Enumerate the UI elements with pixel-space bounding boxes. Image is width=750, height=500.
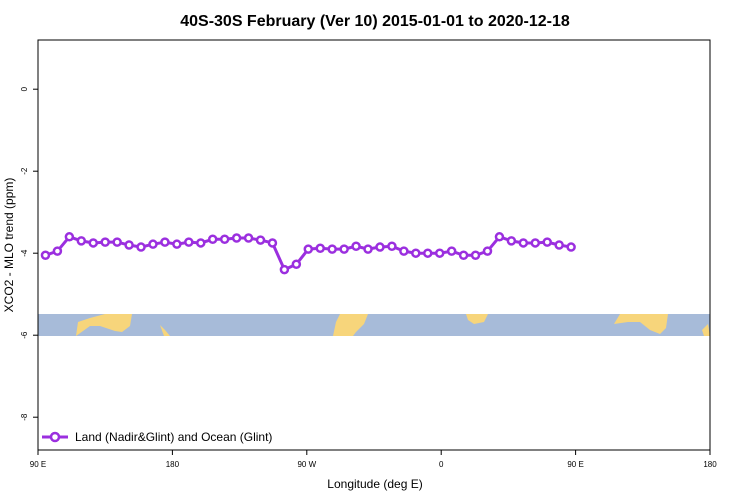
x-tick-label: 90 E xyxy=(30,460,46,469)
data-point xyxy=(327,244,337,254)
data-point xyxy=(446,246,457,256)
land xyxy=(614,314,668,334)
data-point xyxy=(40,250,51,260)
x-tick-label: 180 xyxy=(703,460,717,469)
data-point xyxy=(494,232,505,242)
data-point xyxy=(351,241,361,251)
data-point xyxy=(76,236,87,246)
data-point xyxy=(458,250,469,260)
data-point xyxy=(267,238,278,248)
data-point xyxy=(172,239,182,249)
x-tick-label: 90 W xyxy=(297,460,316,469)
data-point xyxy=(434,248,445,258)
data-point xyxy=(136,242,146,252)
data-point xyxy=(530,238,541,248)
data-point xyxy=(184,237,194,247)
data-point xyxy=(339,244,349,254)
data-point xyxy=(148,239,158,249)
data-point xyxy=(219,234,230,245)
data-point xyxy=(363,244,373,254)
x-tick-label: 90 E xyxy=(567,460,583,469)
data-point xyxy=(243,233,254,243)
data-point xyxy=(207,234,218,245)
y-tick-label: -8 xyxy=(20,413,29,421)
data-point xyxy=(315,243,325,254)
data-point xyxy=(542,237,552,247)
data-point xyxy=(482,246,493,256)
y-tick-label: -4 xyxy=(20,249,29,257)
data-point xyxy=(566,242,576,252)
data-point xyxy=(112,237,122,247)
data-point xyxy=(100,237,110,247)
y-tick-label: 0 xyxy=(20,86,29,91)
y-tick-label: -6 xyxy=(20,331,29,339)
data-point xyxy=(255,235,266,245)
land xyxy=(333,314,368,336)
x-axis-label: Longitude (deg E) xyxy=(327,477,422,491)
legend: Land (Nadir&Glint) and Ocean (Glint) xyxy=(42,430,272,444)
y-axis-label: XCO2 - MLO trend (ppm) xyxy=(2,178,16,313)
ocean xyxy=(38,314,710,336)
land xyxy=(76,314,132,336)
data-point xyxy=(52,246,63,256)
data-point xyxy=(506,236,517,246)
data-point xyxy=(470,250,481,260)
land xyxy=(702,324,710,336)
data-point xyxy=(518,238,529,248)
legend-label: Land (Nadir&Glint) and Ocean (Glint) xyxy=(75,430,272,444)
land xyxy=(466,314,488,324)
data-point xyxy=(554,240,564,250)
x-tick-label: 0 xyxy=(439,460,444,469)
data-point xyxy=(375,242,385,252)
data-point xyxy=(88,238,99,248)
data-point xyxy=(279,264,290,275)
map-strip xyxy=(38,314,710,336)
data-point xyxy=(411,248,421,258)
data-point xyxy=(64,232,75,242)
data-point xyxy=(399,246,409,256)
data-point xyxy=(423,248,433,258)
data-point xyxy=(387,241,397,251)
y-tick-label: -2 xyxy=(20,167,29,175)
legend-marker xyxy=(49,431,61,443)
data-point xyxy=(291,259,302,270)
data-point xyxy=(303,244,314,254)
data-point xyxy=(196,238,206,248)
x-tick-label: 180 xyxy=(166,460,180,469)
data-point xyxy=(231,233,242,243)
chart-title: 40S-30S February (Ver 10) 2015-01-01 to … xyxy=(180,13,570,30)
land xyxy=(160,325,170,336)
data-point xyxy=(124,240,134,250)
plot-frame xyxy=(37,39,711,451)
data-point xyxy=(160,237,170,247)
